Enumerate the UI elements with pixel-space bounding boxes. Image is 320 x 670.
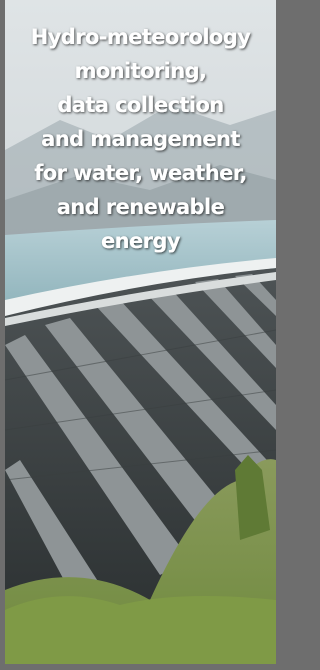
page: Hydro-meteorology monitoring, data colle… (0, 0, 281, 670)
headline-line: data collection (57, 93, 223, 117)
headline-line: and renewable (57, 195, 225, 219)
headline-line: monitoring, (75, 59, 207, 83)
headline-line: for water, weather, (34, 161, 247, 185)
headline-line: Hydro-meteorology (31, 25, 251, 49)
vegetation-front (5, 596, 276, 664)
headline-line: and management (41, 127, 240, 151)
headline-line: energy (101, 229, 181, 253)
banner: Hydro-meteorology monitoring, data colle… (0, 0, 281, 670)
